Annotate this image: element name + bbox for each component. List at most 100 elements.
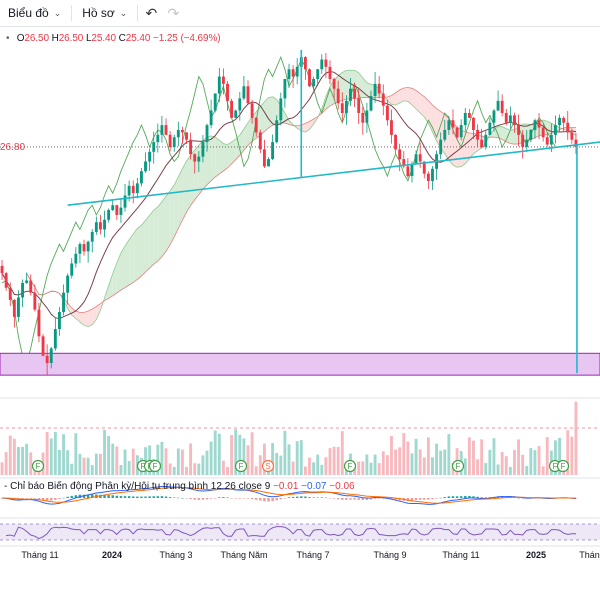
volume-bar: [205, 450, 209, 475]
volume-bar: [275, 452, 279, 475]
volume-bar: [86, 457, 90, 475]
volume-bar: [472, 440, 475, 475]
candle-body: [37, 309, 41, 337]
price-label: 26.80: [0, 142, 26, 153]
candle-body: [8, 287, 12, 300]
volume-bar: [320, 464, 324, 475]
candle-body: [49, 348, 53, 364]
macd-histogram-bar: [263, 498, 266, 502]
macd-histogram-bar: [86, 494, 90, 498]
macd-histogram-bar: [418, 498, 422, 500]
event-marker: [261, 459, 275, 473]
event-marker-label: F: [36, 462, 41, 471]
toolbar-divider: [71, 5, 73, 21]
candle-body: [554, 125, 557, 135]
event-marker-label: S: [265, 462, 270, 471]
macd-histogram-bar: [226, 497, 229, 498]
candle-body: [521, 134, 525, 147]
volume-bar: [29, 452, 33, 475]
volume-bar: [291, 461, 295, 475]
volume-bar: [193, 463, 197, 475]
macd-histogram-bar: [332, 498, 336, 499]
macd-histogram-bar: [152, 496, 155, 498]
macd-histogram-bar: [177, 497, 180, 499]
candle-body: [463, 112, 467, 126]
x-axis-tick-label: Tháng: [579, 550, 600, 560]
volume-bar: [398, 447, 402, 475]
event-marker-label: F: [561, 462, 566, 471]
candle-body: [402, 159, 406, 167]
ichimoku-cloud-segment: [227, 142, 232, 168]
candle-body: [168, 134, 172, 147]
candle-body: [488, 122, 492, 135]
volume-bar: [554, 440, 557, 475]
macd-histogram-bar: [279, 498, 283, 500]
macd-histogram-bar: [324, 497, 328, 499]
candle-body: [283, 78, 287, 99]
volume-bar: [365, 454, 369, 475]
macd-histogram-bar: [103, 495, 106, 498]
candle-body: [459, 125, 463, 138]
ichimoku-cloud-segment: [235, 135, 240, 160]
candle-body: [340, 103, 344, 113]
event-marker: [31, 459, 45, 473]
candle-body: [381, 93, 385, 106]
macd-histogram-bar: [435, 498, 438, 499]
volume-bar: [185, 466, 188, 475]
candle-body: [398, 149, 402, 160]
volume-bar: [328, 448, 332, 475]
volume-bar: [90, 465, 94, 475]
ichimoku-cloud-segment: [301, 123, 306, 133]
macd-histogram-bar: [238, 498, 242, 499]
macd-histogram-bar: [484, 497, 487, 498]
candle-body: [385, 105, 389, 121]
redo-icon[interactable]: ↷: [167, 4, 180, 21]
ichimoku-cloud-segment: [243, 122, 249, 151]
x-axis-tick-label: Tháng 11: [21, 550, 59, 560]
volume-bar: [53, 431, 57, 475]
macd-histogram-bar: [189, 498, 192, 500]
ichimoku-cloud-segment: [407, 87, 412, 105]
volume-bar: [172, 466, 176, 475]
x-axis-tick-label: Tháng 3: [159, 550, 193, 560]
x-axis-tick-label: Tháng 7: [296, 550, 330, 560]
candle-body: [332, 78, 336, 89]
macd-histogram-bar: [58, 498, 61, 499]
chevron-down-icon: ⌄: [53, 7, 62, 18]
candle-body: [209, 110, 213, 126]
candle-body: [115, 205, 119, 215]
ichimoku-cloud-segment: [84, 311, 89, 327]
volume-bar: [217, 433, 221, 475]
candle-body: [541, 127, 545, 138]
macd-histogram-bar: [213, 498, 217, 499]
low-value: 25.40: [91, 33, 116, 44]
candle-body: [291, 69, 295, 77]
candle-body: [254, 117, 258, 133]
volume-bar: [160, 441, 164, 475]
ichimoku-cloud-segment: [502, 126, 507, 142]
candle-body: [451, 120, 455, 128]
candle-body: [439, 139, 443, 155]
volume-bar: [504, 456, 508, 475]
macd-histogram-bar: [91, 494, 94, 498]
chart-menu-button[interactable]: Biểu đồ ⌄: [0, 0, 69, 26]
profile-menu-button[interactable]: Hồ sơ ⌄: [74, 0, 135, 26]
volume-bar: [521, 454, 525, 475]
macd-histogram-bar: [148, 496, 151, 498]
macd-histogram-bar: [209, 498, 213, 499]
macd-histogram-bar: [218, 497, 221, 498]
macd-histogram-bar: [25, 498, 28, 499]
macd-histogram-bar: [500, 496, 504, 498]
volume-bar: [164, 448, 168, 475]
event-marker: [556, 459, 570, 473]
candle-body: [308, 69, 311, 87]
rsi-line: [6, 526, 576, 540]
volume-bar: [545, 437, 549, 475]
candle-body: [250, 103, 254, 118]
volume-bar: [537, 446, 541, 475]
change-value: −1.25 (−4.69%): [152, 33, 221, 44]
undo-icon[interactable]: ↶: [145, 4, 158, 21]
macd-histogram-bar: [287, 497, 291, 498]
candle-body: [394, 134, 398, 150]
